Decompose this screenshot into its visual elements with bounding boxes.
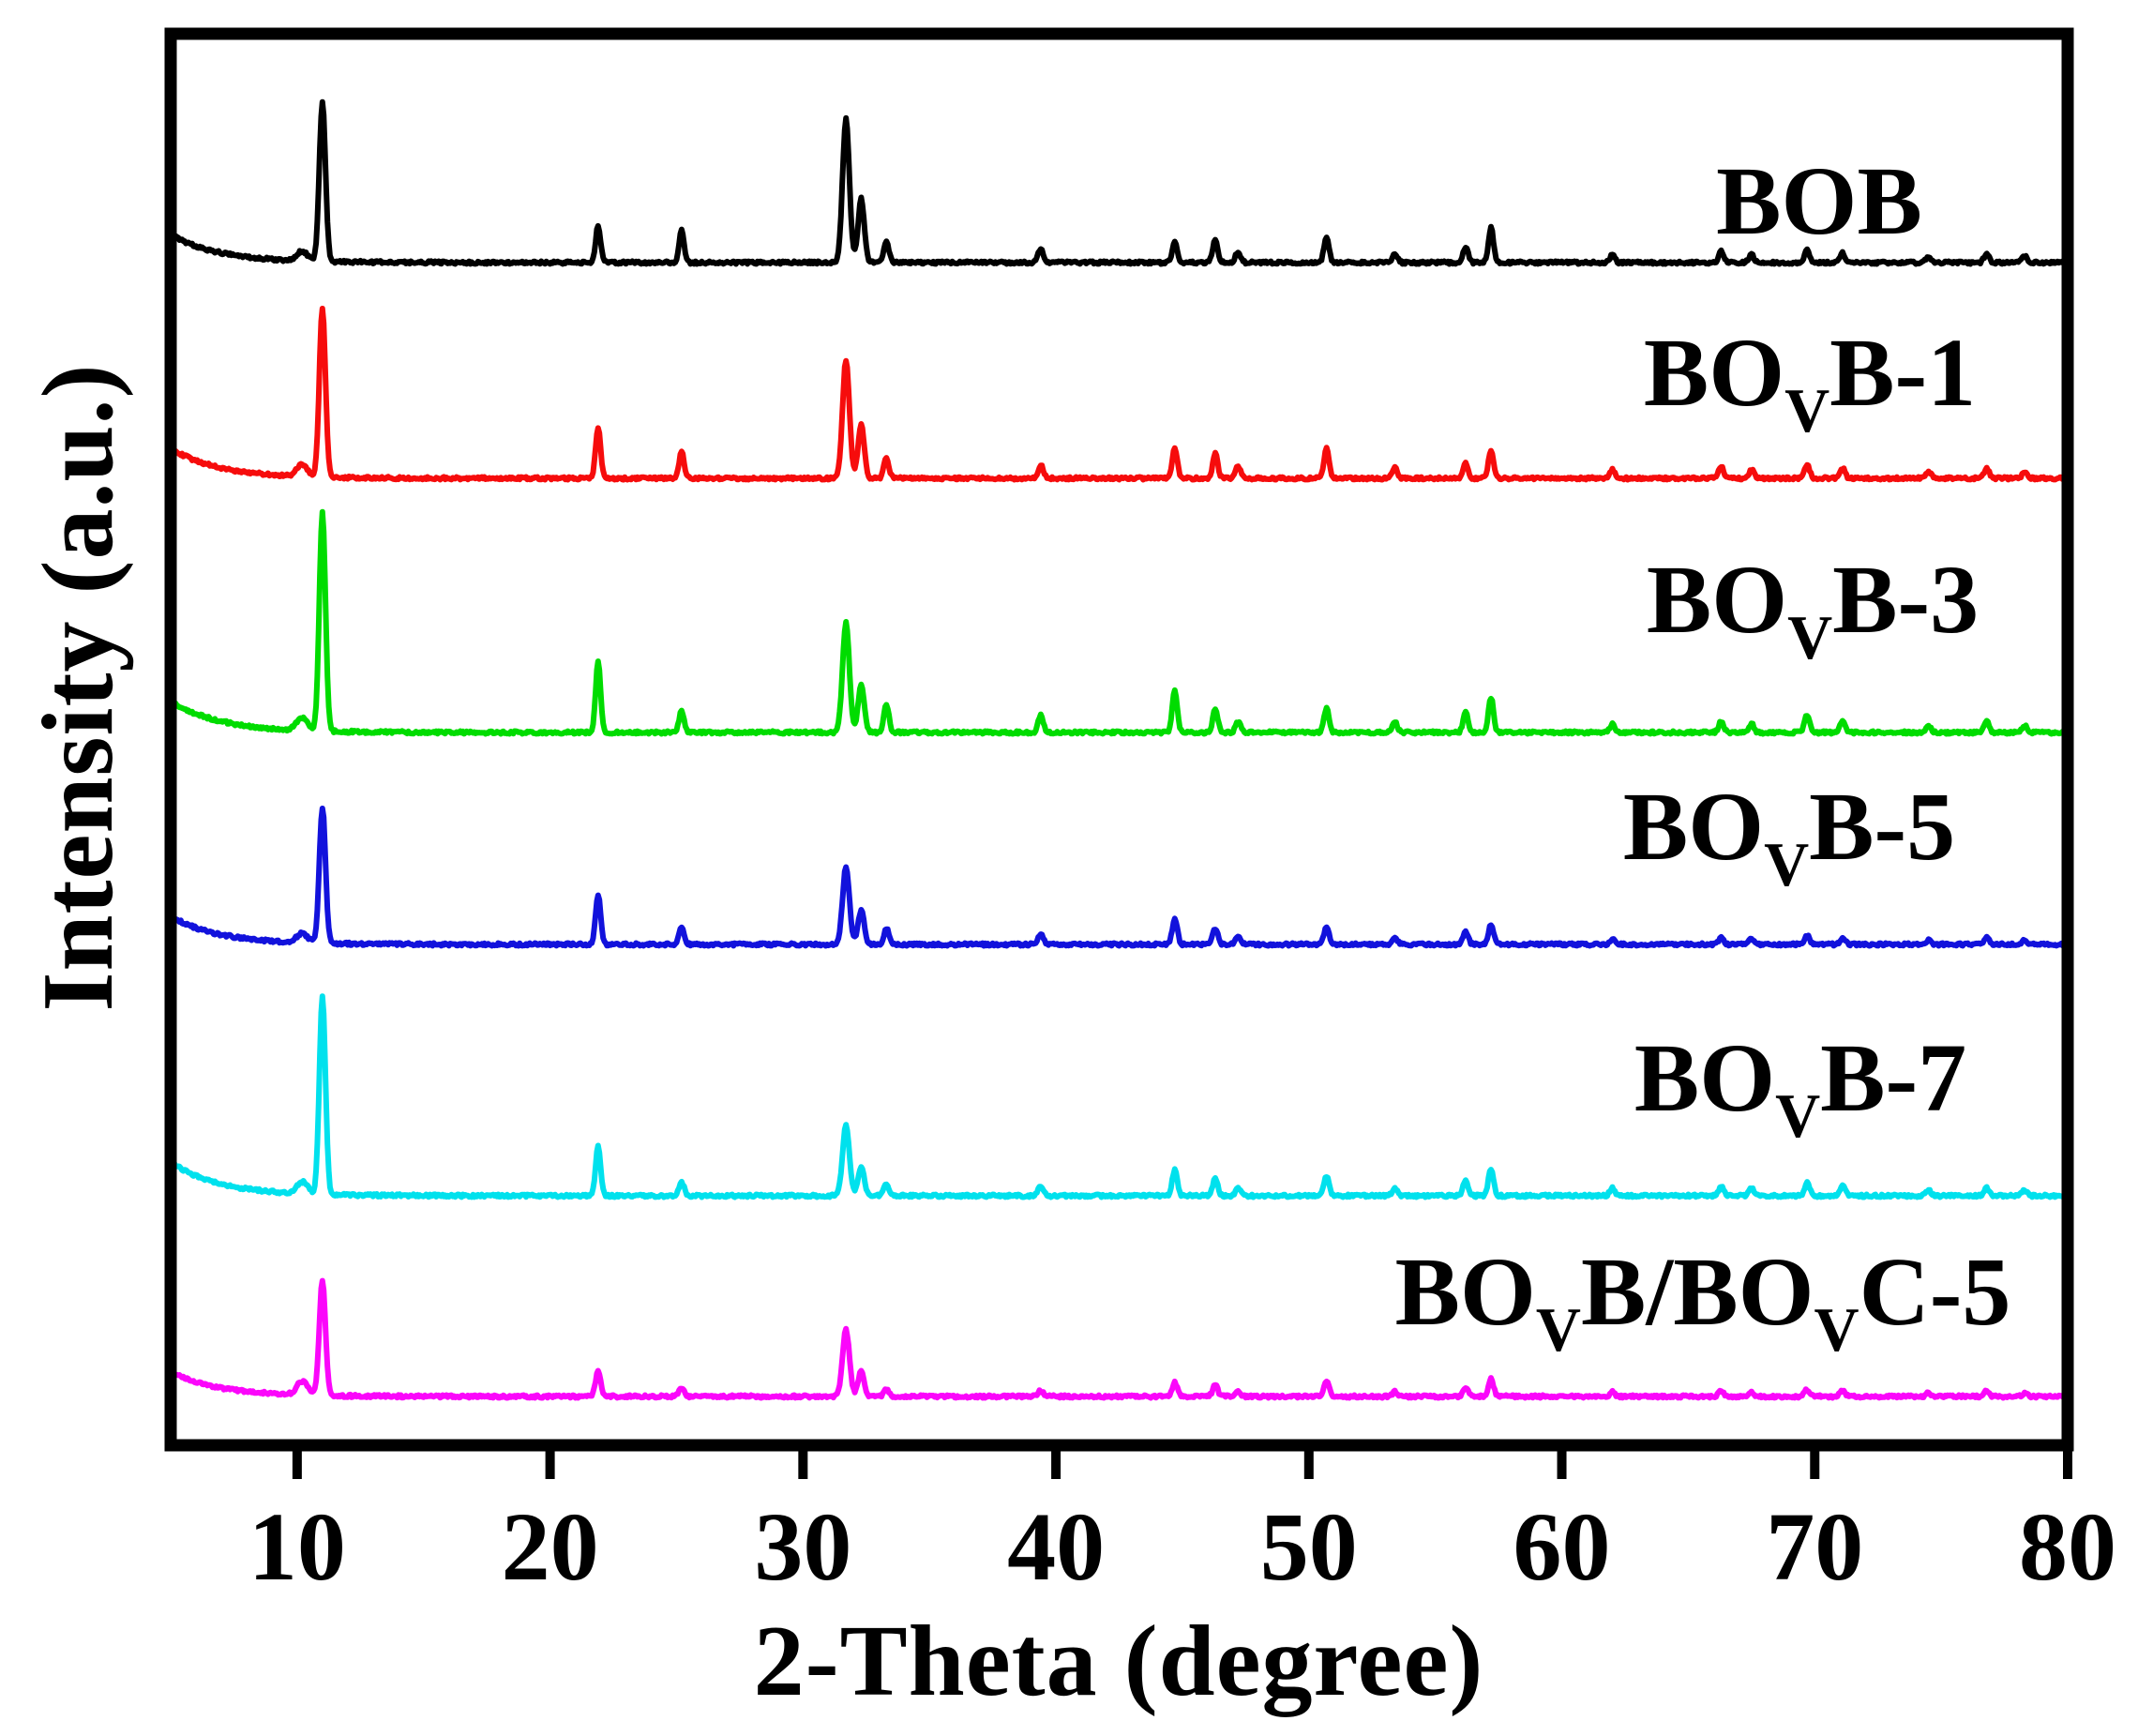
series-label-bovb-bovc-5: BOVB/BOVC-5 bbox=[1395, 1244, 2011, 1362]
label-text: C-5 bbox=[1859, 1238, 2011, 1346]
label-text: BO bbox=[1646, 546, 1788, 654]
x-tick-label: 60 bbox=[1513, 1493, 1611, 1601]
series-label-bovb-5: BOVB-5 bbox=[1623, 778, 1955, 897]
label-subscript: V bbox=[1775, 1081, 1821, 1151]
label-text: BOB bbox=[1716, 147, 1922, 255]
xrd-trace-bovb-bovc-5 bbox=[171, 1277, 2068, 1401]
x-tick-label: 70 bbox=[1766, 1493, 1863, 1601]
label-text: BO bbox=[1634, 1024, 1776, 1132]
label-subscript: V bbox=[1787, 603, 1833, 672]
x-tick-label: 30 bbox=[754, 1493, 851, 1601]
x-tick-label: 50 bbox=[1260, 1493, 1358, 1601]
xrd-trace-bovb-7 bbox=[171, 993, 2068, 1200]
x-tick-label: 10 bbox=[248, 1493, 346, 1601]
series-label-bob: BOB bbox=[1716, 153, 1922, 250]
xrd-trace-bovb-5 bbox=[171, 806, 2068, 949]
series-label-bovb-3: BOVB-3 bbox=[1647, 551, 1979, 670]
plot-frame bbox=[164, 27, 2074, 1452]
label-text: BO bbox=[1643, 319, 1785, 427]
x-axis-title: 2-Theta (degree) bbox=[753, 1606, 1484, 1717]
label-text: BO bbox=[1622, 773, 1765, 881]
xrd-trace-bovb-1 bbox=[171, 306, 2068, 483]
label-text: B-3 bbox=[1832, 546, 1980, 654]
xrd-trace-bovb-3 bbox=[171, 508, 2068, 737]
x-tick-label: 40 bbox=[1007, 1493, 1105, 1601]
series-label-bovb-1: BOVB-1 bbox=[1644, 325, 1976, 443]
label-subscript: V bbox=[1535, 1295, 1581, 1365]
label-text: B-5 bbox=[1809, 773, 1956, 881]
label-text: B-1 bbox=[1829, 319, 1977, 427]
x-tick-label: 80 bbox=[2019, 1493, 2116, 1601]
label-subscript: V bbox=[1764, 830, 1810, 899]
label-subscript: V bbox=[1784, 376, 1830, 445]
label-text: BO bbox=[1394, 1238, 1536, 1346]
label-text: B/BO bbox=[1580, 1238, 1814, 1346]
y-axis-title: Intensity (a.u.) bbox=[23, 363, 134, 1012]
label-text: B-7 bbox=[1820, 1024, 1967, 1132]
series-label-bovb-7: BOVB-7 bbox=[1634, 1030, 1966, 1148]
x-tick-label: 20 bbox=[502, 1493, 599, 1601]
xrd-trace-bob bbox=[171, 98, 2068, 267]
label-subscript: V bbox=[1814, 1295, 1859, 1365]
